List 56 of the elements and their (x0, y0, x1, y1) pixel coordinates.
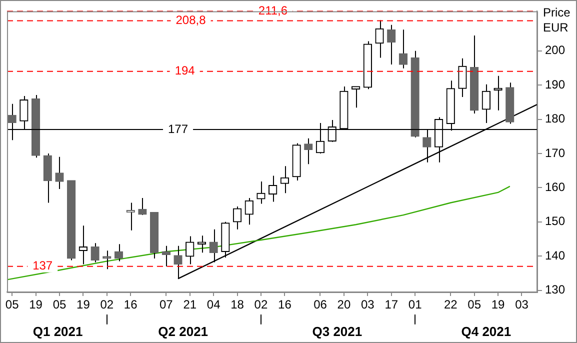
x-tick-label: 21 (183, 298, 197, 312)
x-tick-label: 05 (468, 298, 482, 312)
x-tick-label: 20 (337, 298, 351, 312)
candlestick (304, 138, 313, 165)
x2-tick-label: Q3 2021 (312, 324, 362, 339)
candlestick (398, 29, 408, 69)
x-tick-label: 22 (444, 298, 458, 312)
x-tick-label: 02 (254, 298, 268, 312)
x-tick-label: 18 (230, 298, 244, 312)
x-tick-label: 19 (76, 298, 90, 312)
candlestick (102, 250, 112, 270)
x-tick-label: 19 (491, 298, 506, 312)
x2-tick-label: Q4 2021 (461, 324, 512, 339)
candlestick (209, 228, 218, 263)
candlestick (375, 20, 384, 58)
x-tick-label: 07 (159, 298, 174, 312)
x-tick-label: 02 (100, 298, 114, 312)
candlestick (43, 152, 52, 204)
y-tick-label: 180 (544, 112, 566, 126)
y-tick-label: 160 (544, 180, 566, 194)
x-tick-label: 03 (360, 298, 375, 312)
ref-line-label: 177 (168, 122, 188, 136)
candlestick (55, 156, 64, 190)
x2-tick-label: Q1 2021 (32, 324, 83, 339)
x-tick-label: 04 (206, 298, 221, 312)
x-tick-label: 16 (278, 298, 292, 312)
y-axis-title: Price EUR (542, 5, 571, 34)
candlestick (280, 166, 290, 194)
candlestick (351, 86, 360, 108)
y-tick-label: 130 (544, 282, 566, 297)
x-tick-label: 01 (408, 298, 422, 312)
y-tick-label: 170 (544, 146, 566, 160)
x-tick-label: 17 (384, 298, 398, 312)
y-tick-label: 200 (544, 43, 566, 58)
candlestick (138, 197, 147, 216)
ref-line-label: 194 (174, 64, 196, 78)
x2-tick-label: Q2 2021 (158, 324, 208, 339)
x-tick-label: 19 (29, 298, 43, 312)
candlestick (186, 236, 194, 265)
y-tick-label: 150 (544, 214, 566, 228)
candlestick (78, 225, 88, 265)
y-tick-label: 140 (544, 248, 566, 262)
ref-line-label: 137 (32, 258, 53, 273)
x-tick-label: 03 (515, 298, 529, 312)
candlestick (256, 181, 266, 204)
x-tick-label: 16 (124, 298, 138, 312)
x-tick-label: 05 (5, 298, 20, 312)
x-tick-label: 05 (52, 298, 66, 312)
candlestick (482, 84, 491, 124)
candlestick (197, 235, 206, 254)
x-tick-label: 06 (314, 298, 328, 312)
ref-line-label: 211,6 (258, 4, 288, 18)
ref-line-label: 208,8 (176, 13, 206, 28)
candlestick (458, 58, 467, 98)
candlestick (387, 24, 396, 66)
y-tick-label: 190 (544, 77, 566, 92)
